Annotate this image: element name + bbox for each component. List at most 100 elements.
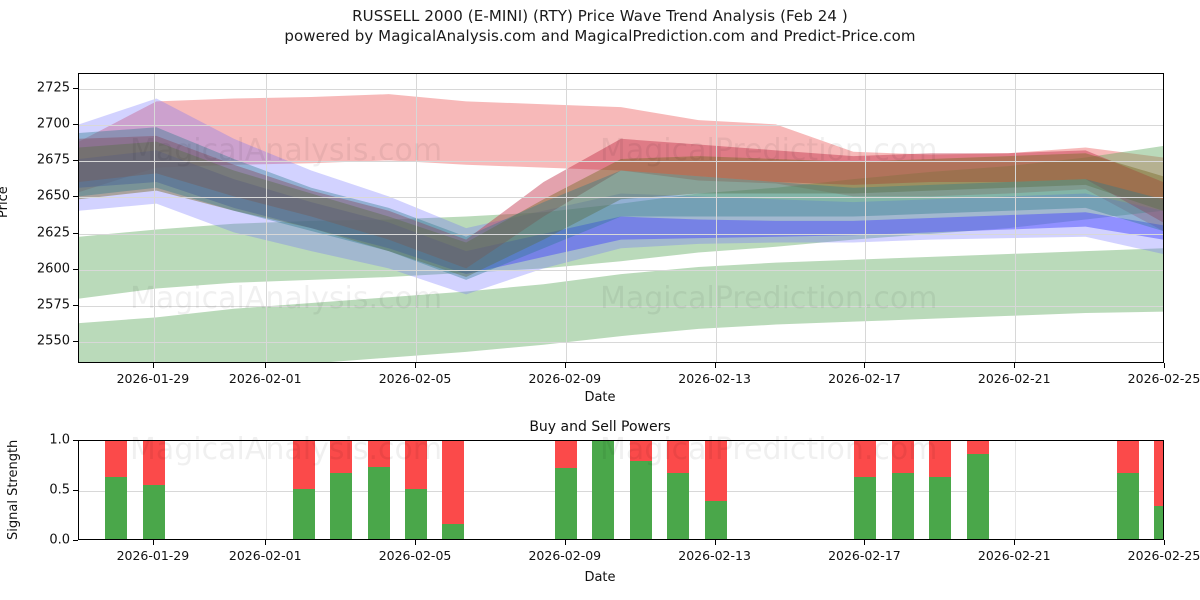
signal-bar[interactable] (554, 441, 577, 539)
price-y-tick-mark (73, 87, 78, 89)
buy-power-segment (554, 468, 577, 539)
signal-bar[interactable] (667, 441, 690, 539)
sell-power-segment (405, 441, 428, 489)
signal-bar[interactable] (629, 441, 652, 539)
grid-line-vertical (715, 74, 717, 362)
grid-line-vertical (266, 74, 268, 362)
signal-bar[interactable] (1116, 441, 1139, 539)
price-band-support-band-green-lower (79, 248, 1163, 362)
buy-power-segment (854, 477, 877, 539)
buy-power-segment (105, 477, 128, 539)
sell-power-segment (966, 441, 989, 454)
buy-power-segment (966, 454, 989, 539)
buy-power-segment (367, 467, 390, 539)
sell-power-segment (704, 441, 727, 501)
signal-bar[interactable] (592, 441, 615, 539)
grid-line-horizontal (79, 88, 1163, 90)
grid-line-horizontal (79, 124, 1163, 126)
price-y-tick-mark (73, 232, 78, 234)
price-y-tick-label: 2550 (36, 333, 70, 349)
signal-y-tick-label: 1.0 (49, 432, 70, 448)
bars-x-tick-mark (864, 540, 866, 545)
price-band-upper-resistance-band-red (79, 94, 1163, 231)
sell-power-segment (554, 441, 577, 468)
price-y-tick-mark (73, 123, 78, 125)
sell-power-segment (292, 441, 315, 489)
price-band-layer (79, 94, 1163, 362)
signal-bar[interactable] (142, 441, 165, 539)
signal-bar[interactable] (854, 441, 877, 539)
buy-power-segment (629, 461, 652, 539)
price-y-tick-label: 2650 (36, 188, 70, 204)
price-y-tick-mark (73, 268, 78, 270)
bars-x-tick-label: 2026-02-25 (1127, 548, 1200, 563)
bars-x-tick-label: 2026-02-05 (378, 548, 452, 563)
signal-bar[interactable] (929, 441, 952, 539)
signal-bar[interactable] (966, 441, 989, 539)
price-y-tick-label: 2575 (36, 297, 70, 313)
sell-power-segment (667, 441, 690, 473)
signal-bar[interactable] (292, 441, 315, 539)
price-band-wave-band-blue-wide (79, 98, 1163, 295)
price-y-tick-mark (73, 341, 78, 343)
price-y-tick-label: 2700 (36, 116, 70, 132)
price-y-tick-mark (73, 196, 78, 198)
buy-power-segment (667, 473, 690, 539)
bars-x-tick-label: 2026-02-13 (678, 548, 751, 563)
sell-power-segment (1154, 441, 1163, 506)
price-chart-plot-area (78, 73, 1164, 363)
bars-x-tick-mark (152, 540, 154, 545)
signal-bar[interactable] (330, 441, 353, 539)
grid-line-horizontal (79, 269, 1163, 271)
buy-sell-powers-plot-area (78, 440, 1164, 540)
buy-power-segment (405, 489, 428, 539)
price-band-wave-band-olive (79, 141, 1163, 278)
signal-strength-y-axis-title: Signal Strength (6, 439, 21, 540)
signal-y-tick-label: 0.5 (49, 482, 70, 498)
sell-power-segment (105, 441, 128, 477)
signal-bar[interactable] (704, 441, 727, 539)
price-x-tick-mark (152, 363, 154, 368)
price-x-tick-mark (564, 363, 566, 368)
grid-line-horizontal (79, 233, 1163, 235)
signal-bar[interactable] (405, 441, 428, 539)
grid-line-horizontal (79, 342, 1163, 344)
bars-x-tick-label: 2026-02-01 (228, 548, 302, 563)
bars-x-tick-label: 2026-02-17 (828, 548, 901, 563)
buy-power-segment (891, 473, 914, 539)
sell-power-segment (330, 441, 353, 473)
buy-power-segment (142, 485, 165, 539)
page-subtitle: powered by MagicalAnalysis.com and Magic… (284, 27, 916, 45)
chart-title-block: RUSSELL 2000 (E-MINI) (RTY) Price Wave T… (0, 6, 1200, 46)
bars-x-tick-mark (1164, 540, 1165, 545)
price-y-tick-mark (73, 160, 78, 161)
sell-power-segment (442, 441, 465, 524)
price-band-support-band-green-upper (79, 146, 1163, 299)
signal-bar[interactable] (442, 441, 465, 539)
price-x-tick-label: 2026-02-05 (378, 371, 452, 386)
bars-x-tick-mark (415, 540, 417, 545)
bars-x-tick-label: 2026-01-29 (116, 548, 190, 563)
sell-power-segment (629, 441, 652, 461)
bars-x-axis-title: Date (584, 570, 616, 585)
signal-bar[interactable] (105, 441, 128, 539)
signal-bar[interactable] (1154, 441, 1163, 539)
buy-power-segment (1154, 506, 1163, 539)
buy-power-segment (292, 489, 315, 539)
grid-line-vertical (416, 74, 418, 362)
price-band-wave-band-blue-narrow (79, 150, 1163, 275)
page-title: RUSSELL 2000 (E-MINI) (RTY) Price Wave T… (352, 7, 848, 25)
bars-x-tick-label: 2026-02-09 (528, 548, 602, 563)
price-x-tick-mark (1164, 363, 1165, 368)
buy-power-segment (1116, 473, 1139, 539)
price-y-tick-label: 2625 (36, 225, 70, 240)
signal-bar[interactable] (367, 441, 390, 539)
signal-y-tick-mark (73, 440, 78, 441)
buy-power-segment (330, 473, 353, 539)
signal-bar[interactable] (891, 441, 914, 539)
sell-power-segment (142, 441, 165, 485)
price-x-tick-mark (1014, 363, 1016, 368)
price-y-axis-title: Price (0, 186, 11, 218)
price-x-tick-label: 2026-02-17 (828, 371, 901, 386)
price-x-tick-mark (714, 363, 716, 368)
